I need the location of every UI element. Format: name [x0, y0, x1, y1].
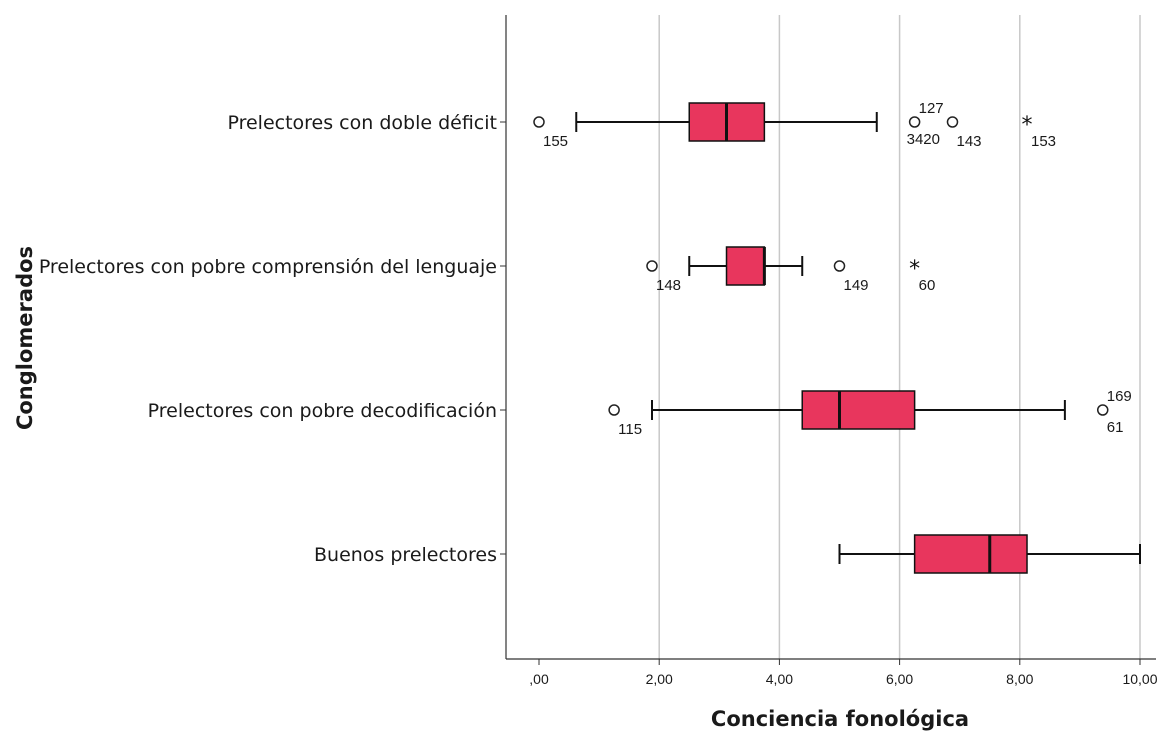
category-labels: Prelectores con doble déficit Prelectores…: [39, 112, 497, 566]
outlier-circle: [833, 260, 846, 272]
outlier-label: 61: [1107, 419, 1124, 436]
x-tick-label: ,00: [529, 671, 549, 687]
outlier-label: 115: [618, 421, 642, 438]
outlier-circle: [1096, 404, 1109, 416]
outlier-circle: [608, 404, 620, 416]
x-tick-label: 6,00: [886, 671, 913, 687]
box-group: [650, 390, 1066, 430]
outlier-label: 3420: [907, 131, 940, 148]
outlier-circle: [646, 260, 658, 272]
category-label: Prelectores con pobre comprensión del le…: [39, 256, 497, 278]
x-tick-label: 8,00: [1006, 671, 1033, 687]
x-axis-title: Conciencia fonológica: [711, 707, 969, 731]
category-label: Buenos prelectores: [314, 544, 497, 566]
axes: ,00 2,00 4,00 6,00 8,00 10,00: [500, 15, 1158, 687]
iqr-box: [801, 390, 916, 430]
iqr-box: [725, 246, 766, 286]
outlier-label: 149: [844, 277, 869, 294]
boxes: [575, 102, 1141, 574]
y-axis-title: Conglomerados: [13, 246, 37, 430]
outlier-label: 169: [1107, 388, 1132, 405]
outlier-star: *: [909, 257, 920, 282]
box-group: [688, 246, 804, 286]
outlier-label: 153: [1031, 133, 1056, 150]
outlier-star: *: [1022, 113, 1033, 138]
category-label: Prelectores con doble déficit: [227, 112, 497, 134]
x-tick-label: 4,00: [766, 671, 793, 687]
outlier-label: 148: [656, 277, 681, 294]
outlier-circle: [908, 116, 921, 128]
outlier-circle: [533, 116, 545, 128]
outlier-label: 60: [919, 277, 936, 294]
outlier-label: 127: [919, 100, 944, 117]
outlier-label: 155: [543, 133, 568, 150]
box-group: [575, 102, 878, 142]
box-group: [838, 534, 1141, 574]
x-tick-label: 10,00: [1122, 671, 1157, 687]
outlier-circle: [946, 116, 959, 128]
x-tick-label: 2,00: [646, 671, 673, 687]
iqr-box: [913, 534, 1028, 574]
outlier-label: 143: [956, 133, 981, 150]
category-label: Prelectores con pobre decodificación: [148, 400, 497, 422]
